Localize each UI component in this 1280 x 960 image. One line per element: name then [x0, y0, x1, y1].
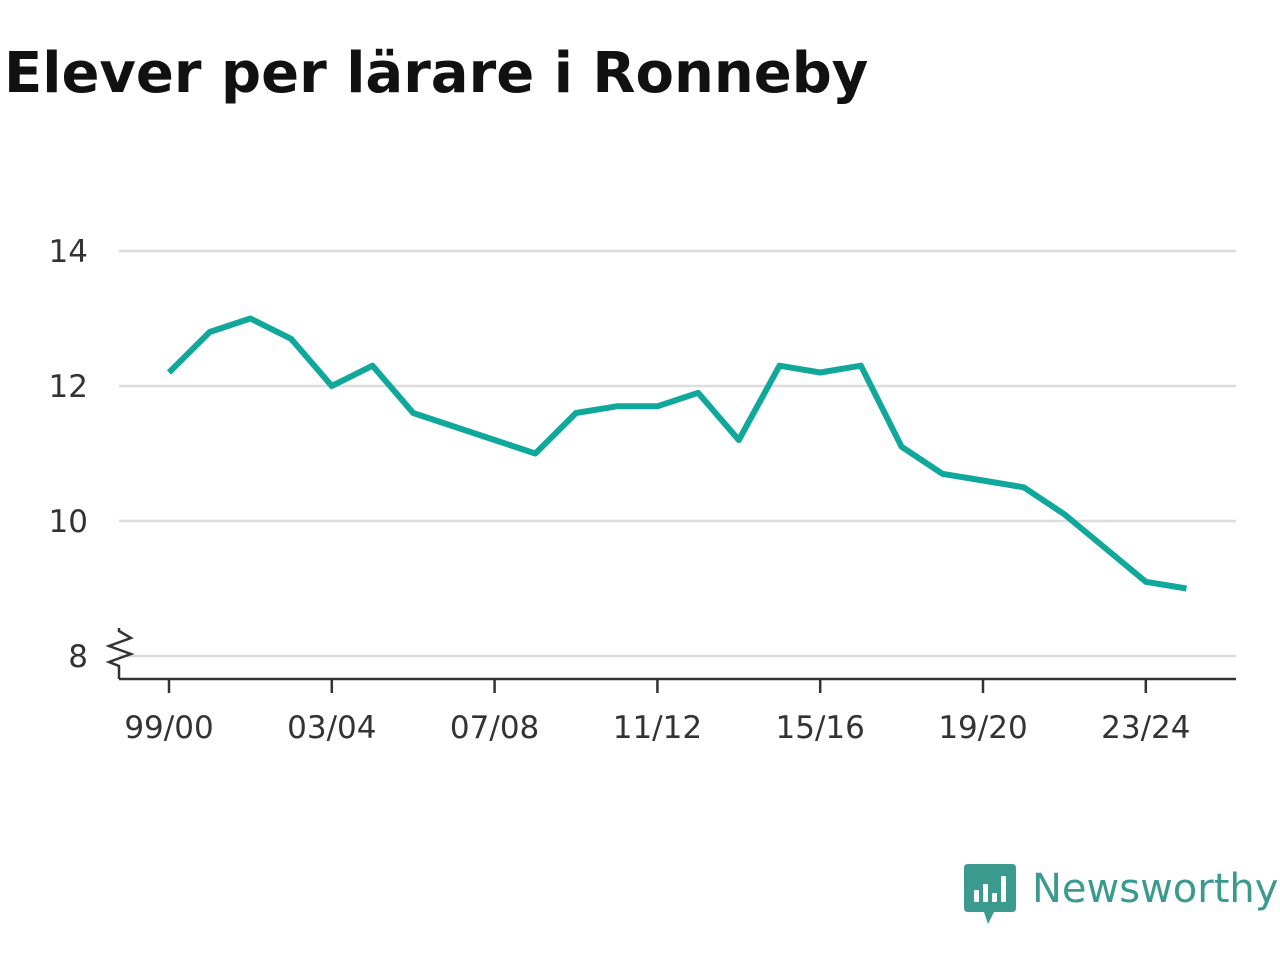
gridlines	[119, 249, 1236, 658]
x-tick-label-15-16: 15/16	[776, 710, 865, 746]
x-axis	[105, 628, 1236, 681]
y-axis-break-zigzag	[105, 628, 135, 679]
series-layer	[166, 315, 1187, 592]
x-tick-label-11-12: 11/12	[613, 710, 702, 746]
y-tick-label-14: 14	[49, 234, 88, 270]
x-tick-label-07-08: 07/08	[450, 710, 539, 746]
x-tick-label-03-04: 03/04	[287, 710, 376, 746]
y-tick-label-8: 8	[68, 639, 88, 675]
brand-logo: Newsworthy	[964, 864, 1278, 926]
x-axis-ticks: 99/00 03/04 07/08 11/12 15/16 19/20 23/24	[124, 679, 1190, 746]
brand-name: Newsworthy	[1032, 866, 1279, 912]
y-tick-label-10: 10	[49, 504, 88, 540]
series-line-0	[166, 315, 1187, 592]
chart-title: Elever per lärare i Ronneby	[4, 41, 869, 106]
y-axis-tick-labels: 8 10 12 14	[49, 234, 88, 675]
x-tick-label-19-20: 19/20	[938, 710, 1027, 746]
y-tick-label-12: 12	[49, 369, 88, 405]
x-tick-label-23-24: 23/24	[1101, 710, 1190, 746]
x-tick-label-99-00: 99/00	[124, 710, 213, 746]
bar-chart-speech-bubble-icon	[964, 864, 1016, 924]
